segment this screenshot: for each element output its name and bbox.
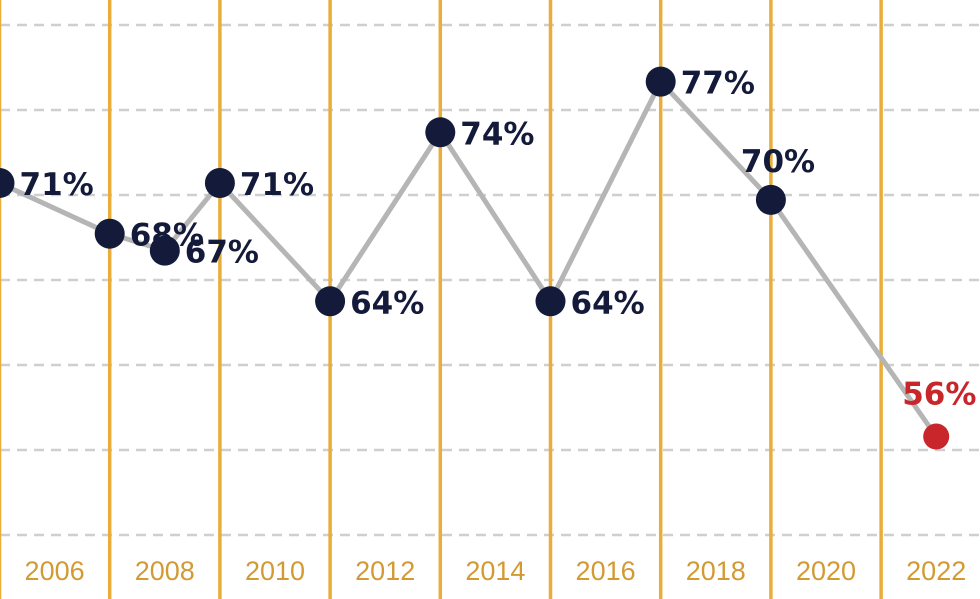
series-line xyxy=(0,79,939,439)
data-label-4: 64% xyxy=(350,285,424,321)
x-tick-label-2012: 2012 xyxy=(355,556,415,586)
data-labels: 71% 68%67% 71% 64% 74% 64% 77% 70% 56% xyxy=(20,66,977,413)
data-label-6: 64% xyxy=(571,285,645,321)
data-point-3 xyxy=(204,168,235,198)
x-tick-label-2016: 2016 xyxy=(576,556,636,586)
data-point-2 xyxy=(149,235,180,266)
x-tick-label-2010: 2010 xyxy=(245,556,305,586)
x-tick-label-2018: 2018 xyxy=(686,556,746,586)
data-point-9 xyxy=(923,423,950,450)
data-label-7: 77% xyxy=(681,66,755,102)
x-tick-label-2014: 2014 xyxy=(465,556,525,586)
data-point-7 xyxy=(645,66,676,97)
x-tick-label-2020: 2020 xyxy=(796,556,856,586)
data-point-0 xyxy=(0,168,15,198)
x-tick-label-2008: 2008 xyxy=(135,556,195,586)
x-tick-label-2006: 2006 xyxy=(25,556,85,586)
data-point-8 xyxy=(755,184,786,215)
series-main xyxy=(0,66,950,450)
data-point-4 xyxy=(315,286,346,317)
x-tick-label-2022: 2022 xyxy=(906,556,966,586)
data-label-1: 68% xyxy=(130,218,204,254)
data-point-5 xyxy=(425,117,456,148)
data-point-1 xyxy=(94,218,125,249)
horizontal-gridlines xyxy=(0,23,980,537)
data-label-0: 71% xyxy=(20,167,94,203)
x-axis-tick-labels: 2006 2008 2010 2012 2014 2016 2018 2020 2022 xyxy=(25,556,967,586)
data-label-8: 70% xyxy=(741,144,815,180)
data-label-2: 67% xyxy=(185,235,259,271)
data-label-9: 56% xyxy=(902,377,976,413)
data-point-6 xyxy=(535,286,566,317)
data-label-5: 74% xyxy=(460,116,534,152)
data-label-3: 71% xyxy=(240,167,314,203)
